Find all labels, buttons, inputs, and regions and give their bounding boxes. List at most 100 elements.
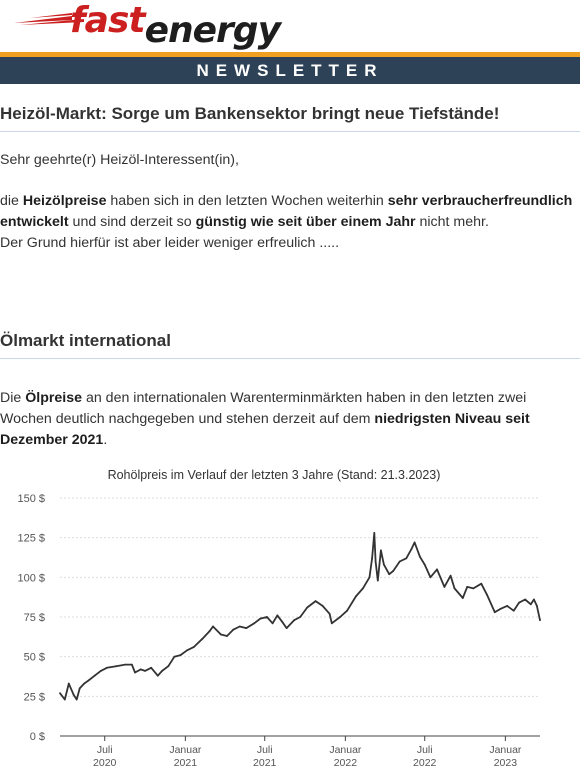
intro-paragraph: die Heizölpreise haben sich in den letzt… [0, 191, 580, 254]
section-highlight-oelpreise: Ölpreise [25, 390, 83, 406]
price-data-point [466, 586, 469, 588]
price-data-point [449, 574, 452, 577]
price-data-point [150, 666, 153, 669]
price-data-point [383, 563, 385, 566]
price-data-point [186, 649, 189, 652]
price-data-point [201, 638, 203, 641]
intro-text: nicht mehr. [415, 214, 489, 230]
price-data-point [59, 692, 61, 695]
chart-x-axis: Juli2020Januar2021Juli2021Januar2022Juli… [93, 736, 522, 769]
x-tick-label: 2022 [413, 757, 437, 769]
section-highlight-niveau: niedrigsten Niveau seit Dezember 2021 [0, 411, 530, 448]
chart-y-axis: 0 $ 25 $ 50 $ 75 $ 100 $ 125 $ 150 $ [17, 493, 45, 743]
section-text: Die [0, 390, 26, 406]
price-data-point [529, 603, 532, 606]
x-tick-label: Januar [169, 744, 202, 756]
price-data-point [285, 627, 288, 629]
price-data-point [380, 549, 382, 552]
price-data-point [373, 532, 376, 534]
price-data-point [208, 630, 211, 633]
price-data-point [173, 655, 176, 658]
price-data-point [405, 557, 408, 560]
price-data-point [423, 563, 426, 566]
intro-highlight-heizoelpreise: Heizölpreise [22, 193, 107, 209]
price-data-point [144, 670, 146, 672]
price-data-point [486, 593, 488, 596]
price-data-point [419, 555, 421, 558]
price-data-point [413, 541, 416, 544]
price-data-point [388, 573, 391, 576]
y-tick-label: 0 $ [30, 731, 45, 743]
price-data-point [179, 654, 182, 656]
price-series-line [59, 532, 541, 701]
price-data-point [293, 619, 295, 622]
price-data-point [271, 622, 274, 625]
x-tick-label: Januar [489, 744, 522, 756]
section-title-oelmarkt: Ölmarkt international [0, 331, 580, 359]
price-data-point [167, 665, 170, 668]
fastenergy-logo[interactable]: fastenergy [14, 0, 314, 51]
intro-text: die [0, 193, 23, 209]
price-data-point [371, 557, 373, 560]
chart-plot-area [59, 532, 541, 701]
x-tick-label: 2021 [174, 757, 198, 769]
x-tick-label: 2023 [494, 757, 518, 769]
price-data-point [212, 625, 214, 628]
price-data-point [453, 587, 456, 590]
price-data-point [63, 698, 66, 701]
price-data-point [362, 587, 364, 590]
price-data-point [99, 670, 102, 672]
price-data-point [131, 663, 133, 666]
price-data-point [480, 582, 483, 585]
price-data-point [499, 608, 501, 610]
price-data-point [321, 605, 324, 607]
price-data-point [429, 576, 432, 579]
newsletter-banner: NEWSLETTER [0, 57, 580, 84]
price-data-point [539, 619, 541, 622]
y-tick-label: 50 $ [24, 652, 45, 664]
article-headline: Heizöl-Markt: Sorge um Bankensektor brin… [0, 104, 580, 132]
price-data-point [493, 611, 496, 614]
price-data-point [346, 609, 348, 612]
price-data-point [220, 633, 222, 636]
price-data-point [512, 609, 515, 612]
x-tick-label: Juli [257, 744, 273, 756]
logo-energy: energy [144, 10, 281, 51]
price-data-point [161, 670, 164, 672]
price-data-point [276, 614, 279, 617]
intro-text: und sind derzeit so [68, 214, 196, 230]
price-data-point [226, 635, 228, 637]
price-data-point [398, 560, 401, 563]
section-text: an den internationalen Warenterminmärkte… [0, 390, 527, 427]
price-data-point [232, 628, 235, 631]
price-data-point [374, 560, 377, 563]
y-tick-label: 75 $ [24, 612, 45, 624]
y-tick-label: 25 $ [24, 691, 45, 703]
intro-text: Der Grund hierfür ist aber leider wenige… [0, 235, 340, 251]
price-data-point [156, 674, 159, 677]
price-data-point [245, 627, 248, 629]
logo-wordmark: fastenergy [70, 0, 281, 51]
price-data-point [436, 568, 438, 571]
price-data-point [376, 579, 379, 582]
price-data-point [368, 576, 371, 579]
x-tick-label: Januar [329, 744, 362, 756]
price-data-point [192, 646, 195, 648]
price-data-point [355, 595, 357, 598]
price-data-point [238, 625, 241, 628]
price-data-point [134, 671, 136, 674]
price-data-point [78, 687, 81, 690]
price-data-point [314, 600, 317, 602]
price-data-point [330, 622, 333, 625]
price-data-point [410, 547, 413, 550]
y-tick-label: 150 $ [17, 493, 45, 505]
chart-title: Rohölpreis im Verlauf der letzten 3 Jahr… [108, 468, 441, 482]
y-tick-label: 125 $ [17, 533, 45, 545]
chart-grid [60, 497, 540, 737]
price-data-point [75, 698, 78, 701]
price-data-point [536, 605, 538, 607]
logo-fast: fast [70, 0, 146, 41]
price-data-point [533, 598, 535, 601]
price-data-point [461, 597, 464, 599]
price-data-point [518, 601, 520, 604]
